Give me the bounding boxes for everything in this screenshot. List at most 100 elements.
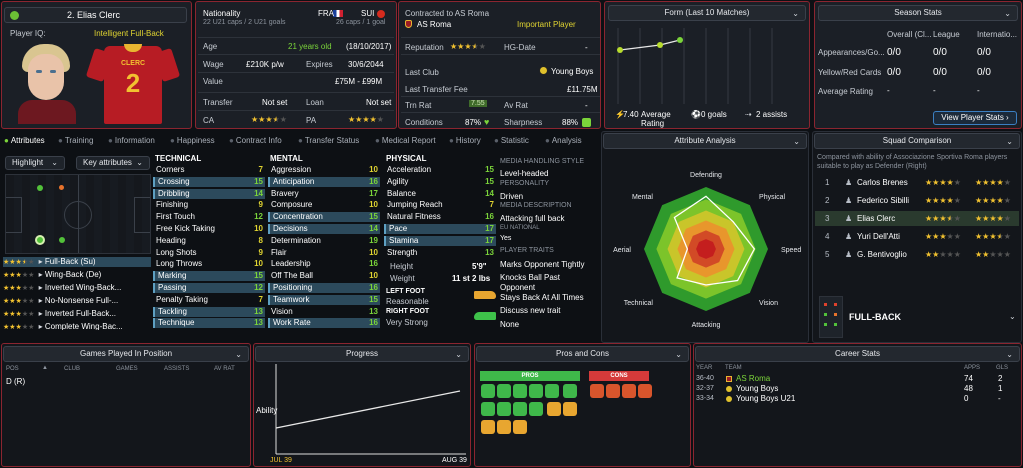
pro-icon[interactable]: [529, 384, 543, 398]
attribute-row[interactable]: Agility 15: [384, 177, 496, 187]
attribute-row[interactable]: Bravery 17: [268, 189, 380, 199]
discuss-trait-link[interactable]: Discuss new trait: [500, 306, 561, 315]
attribute-row[interactable]: Pace 17: [384, 224, 496, 234]
tab-analysis[interactable]: ● Analysis: [545, 136, 582, 145]
tab-medical-report[interactable]: ● Medical Report: [375, 136, 436, 145]
chevron-down-icon[interactable]: ⌄: [792, 9, 799, 18]
role-row[interactable]: ★★★★★ ▸ Inverted Wing-Back...: [3, 283, 151, 293]
attribute-row[interactable]: Strength 13: [384, 248, 496, 258]
attribute-row[interactable]: Stamina 17: [384, 235, 496, 246]
attribute-row[interactable]: Vision 13: [268, 307, 380, 317]
role-row[interactable]: ★★★★★ ▸ Inverted Full-Back...: [3, 309, 151, 319]
squad-row[interactable]: 5 ♟ G. Bentivoglio ★★★★★ ★★★★★: [815, 247, 1019, 262]
career-row[interactable]: 33-34 Young Boys U21 0 -: [696, 394, 1020, 404]
pro-icon[interactable]: [513, 420, 527, 434]
analysis-title-bar[interactable]: Attribute Analysis ⌄: [603, 133, 807, 149]
attribute-row[interactable]: Passing 12: [153, 283, 265, 293]
role-row[interactable]: ★★★★★ ▸ Wing-Back (De): [3, 270, 151, 280]
form-title-bar[interactable]: Form (Last 10 Matches) ⌄: [608, 5, 806, 21]
con-icon[interactable]: [622, 384, 636, 398]
tab-contract-info[interactable]: ● Contract Info: [229, 136, 282, 145]
progress-title-bar[interactable]: Progress ⌄: [255, 346, 469, 362]
squad-row[interactable]: 2 ♟ Federico Sibilli ★★★★★ ★★★★★: [815, 193, 1019, 208]
attribute-row[interactable]: Penalty Taking 7: [153, 295, 265, 305]
tab-history[interactable]: ● History: [449, 136, 481, 145]
chevron-down-icon[interactable]: ⌄: [793, 137, 800, 146]
pro-icon[interactable]: [513, 384, 527, 398]
key-attributes-dropdown[interactable]: Key attributes ⌄: [76, 156, 150, 170]
chevron-down-icon[interactable]: ⌄: [1004, 9, 1011, 18]
squad-title-bar[interactable]: Squad Comparison ⌄: [814, 133, 1020, 149]
tab-happiness[interactable]: ● Happiness: [170, 136, 215, 145]
pro-icon[interactable]: [563, 384, 578, 398]
pro-icon[interactable]: [497, 402, 511, 416]
pro-icon[interactable]: [529, 402, 543, 416]
attribute-row[interactable]: Off The Ball 10: [268, 271, 380, 281]
last-club-value[interactable]: Young Boys: [551, 67, 594, 76]
tab-transfer-status[interactable]: ● Transfer Status: [298, 136, 360, 145]
games-title-bar[interactable]: Games Played In Position ⌄: [3, 346, 249, 362]
chevron-down-icon[interactable]: ⌄: [455, 350, 462, 359]
attribute-row[interactable]: Jumping Reach 7: [384, 200, 496, 210]
attribute-row[interactable]: Concentration 15: [268, 212, 380, 223]
role-row[interactable]: ★★★★★ ▸ Full-Back (Su): [3, 257, 151, 267]
attribute-row[interactable]: Acceleration 15: [384, 165, 496, 175]
attribute-row[interactable]: Tackling 13: [153, 306, 265, 317]
tab-information[interactable]: ● Information: [108, 136, 155, 145]
attribute-row[interactable]: Work Rate 16: [268, 318, 380, 329]
form-point[interactable]: [677, 37, 683, 43]
attribute-row[interactable]: Finishing 9: [153, 200, 265, 210]
attribute-row[interactable]: Natural Fitness 16: [384, 212, 496, 222]
pro-icon[interactable]: [563, 402, 578, 416]
form-point[interactable]: [657, 42, 663, 48]
role-row[interactable]: ★★★★★ ▸ Complete Wing-Bac...: [3, 322, 151, 330]
attribute-row[interactable]: First Touch 12: [153, 212, 265, 222]
career-title-bar[interactable]: Career Stats ⌄: [695, 346, 1020, 362]
pro-icon[interactable]: [497, 420, 511, 434]
attribute-row[interactable]: Composure 10: [268, 200, 380, 210]
role-row[interactable]: ★★★★★ ▸ No-Nonsense Full-...: [3, 296, 151, 306]
highlight-dropdown[interactable]: Highlight ⌄: [5, 156, 65, 170]
attribute-row[interactable]: Crossing 15: [153, 176, 265, 187]
squad-row[interactable]: 3 ♟ Elias Clerc ★★★★★ ★★★★★: [815, 211, 1019, 226]
attribute-row[interactable]: Long Throws 10: [153, 259, 265, 269]
pro-icon[interactable]: [481, 420, 495, 434]
con-icon[interactable]: [638, 384, 652, 398]
attribute-row[interactable]: Long Shots 9: [153, 248, 265, 258]
con-icon[interactable]: [590, 384, 604, 398]
contract-club[interactable]: AS Roma: [417, 20, 452, 29]
chevron-down-icon[interactable]: ⌄: [1006, 350, 1013, 359]
attribute-row[interactable]: Decisions 14: [268, 224, 380, 234]
form-point[interactable]: [617, 47, 623, 53]
pro-icon[interactable]: [547, 402, 562, 416]
attribute-row[interactable]: Determination 19: [268, 236, 380, 246]
attribute-row[interactable]: Positioning 16: [268, 283, 380, 293]
attribute-row[interactable]: Leadership 16: [268, 259, 380, 269]
tab-attributes[interactable]: ● Attributes: [4, 136, 45, 145]
attribute-row[interactable]: Heading 8: [153, 236, 265, 246]
attribute-row[interactable]: Aggression 10: [268, 165, 380, 175]
pros-cons-title-bar[interactable]: Pros and Cons ⌄: [476, 346, 689, 362]
pro-icon[interactable]: [513, 402, 527, 416]
tab-training[interactable]: ● Training: [58, 136, 94, 145]
tab-statistic[interactable]: ● Statistic: [494, 136, 529, 145]
pro-icon[interactable]: [481, 384, 495, 398]
attribute-row[interactable]: Marking 15: [153, 271, 265, 282]
sort-arrow-icon[interactable]: ▲: [42, 365, 48, 371]
pro-icon[interactable]: [497, 384, 511, 398]
chevron-down-icon[interactable]: ⌄: [1009, 312, 1016, 321]
chevron-down-icon[interactable]: ⌄: [235, 350, 242, 359]
con-icon[interactable]: [606, 384, 620, 398]
season-title-bar[interactable]: Season Stats ⌄: [818, 5, 1018, 21]
squad-row[interactable]: 4 ♟ Yuri Dell'Atti ★★★★★ ★★★★★: [815, 229, 1019, 244]
attribute-row[interactable]: Balance 14: [384, 189, 496, 199]
pro-icon[interactable]: [545, 384, 559, 398]
attribute-row[interactable]: Anticipation 16: [268, 176, 380, 187]
chevron-down-icon[interactable]: ⌄: [1006, 137, 1013, 146]
attribute-row[interactable]: Corners 7: [153, 165, 265, 175]
attribute-row[interactable]: Teamwork 15: [268, 294, 380, 305]
attribute-row[interactable]: Flair 10: [268, 248, 380, 258]
career-row[interactable]: 32-37 Young Boys 48 1: [696, 384, 1020, 394]
attribute-row[interactable]: Dribbling 14: [153, 188, 265, 199]
attribute-row[interactable]: Technique 13: [153, 318, 265, 329]
